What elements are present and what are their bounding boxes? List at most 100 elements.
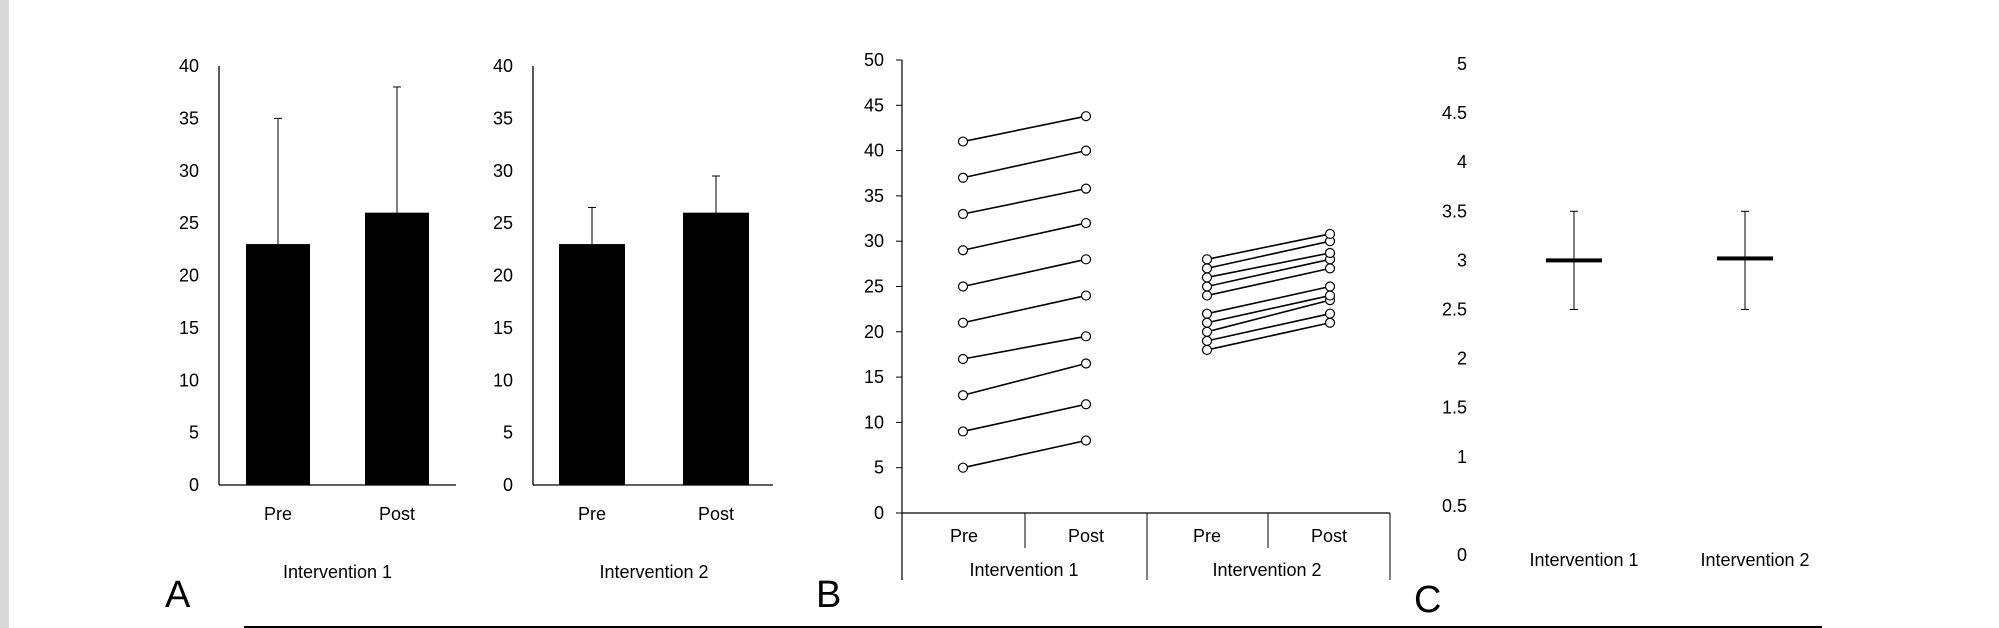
paired-line bbox=[962, 258, 1087, 288]
data-point-pre bbox=[957, 172, 969, 183]
x-category-label: Post bbox=[1311, 526, 1347, 546]
paired-line bbox=[1206, 299, 1331, 333]
x-category-label: Pre bbox=[950, 526, 978, 546]
paired-line bbox=[962, 222, 1087, 252]
chart-a-intervention-1: 0 5 10 15 20 25 30 35 40 Pre Post Intervention 1 bbox=[179, 56, 456, 582]
paired-line bbox=[1206, 285, 1331, 315]
data-point-pre bbox=[957, 353, 969, 365]
y-tick-label: 0 bbox=[874, 503, 884, 523]
y-tick-label: 25 bbox=[179, 213, 199, 233]
bar-pre bbox=[559, 244, 625, 485]
data-point-pre bbox=[957, 281, 969, 292]
y-tick-label: 5 bbox=[874, 458, 884, 478]
paired-line bbox=[1206, 267, 1331, 297]
data-point-post bbox=[1324, 308, 1336, 319]
paired-line bbox=[962, 115, 1087, 143]
x-axis-title: Intervention 1 bbox=[283, 562, 392, 582]
data-point-post bbox=[1324, 228, 1336, 240]
paired-line bbox=[962, 187, 1087, 215]
y-tick-label: 0.5 bbox=[1442, 496, 1467, 516]
y-tick-label: 5 bbox=[503, 423, 513, 443]
y-tick-label: 3 bbox=[1457, 250, 1467, 270]
y-tick-label: 20 bbox=[179, 266, 199, 286]
data-point-pre bbox=[1201, 308, 1213, 319]
paired-line bbox=[1206, 321, 1331, 351]
chart-c-mean-range: 0 0.5 1 1.5 2 2.5 3 3.5 4 4.5 5 Intervention 1 Inter… bbox=[1442, 54, 1810, 570]
data-point-post bbox=[1080, 331, 1092, 342]
data-point-pre bbox=[1201, 272, 1213, 283]
y-tick-label: 45 bbox=[864, 95, 884, 115]
x-axis-title: Intervention 2 bbox=[599, 562, 708, 582]
x-category-label: Pre bbox=[578, 504, 606, 524]
y-tick-label: 25 bbox=[493, 213, 513, 233]
y-tick-label: 15 bbox=[864, 367, 884, 387]
chart-b-paired-lines: 0 5 10 15 20 25 30 35 40 45 50 Pre Post Intervention … bbox=[864, 50, 1391, 580]
data-point-pre bbox=[957, 245, 969, 256]
data-point-pre bbox=[957, 317, 969, 328]
mean-marker bbox=[1717, 256, 1773, 261]
y-tick-label: 40 bbox=[179, 56, 199, 76]
data-point-pre bbox=[1201, 335, 1213, 346]
bar-pre bbox=[246, 244, 310, 485]
paired-line bbox=[1206, 233, 1331, 261]
data-point-pre bbox=[1201, 290, 1213, 301]
data-point-pre bbox=[957, 208, 969, 220]
data-point-pre bbox=[1201, 344, 1213, 356]
y-tick-label: 2 bbox=[1457, 349, 1467, 369]
data-point-post bbox=[1324, 281, 1336, 292]
x-category-label: Post bbox=[379, 504, 415, 524]
data-point-post bbox=[1324, 317, 1336, 328]
mean-marker bbox=[1546, 258, 1602, 263]
x-category-label: Pre bbox=[264, 504, 292, 524]
panel-label-b: B bbox=[816, 574, 841, 616]
data-point-pre bbox=[957, 390, 969, 401]
y-tick-label: 2.5 bbox=[1442, 300, 1467, 320]
y-tick-label: 0 bbox=[503, 475, 513, 495]
data-point-pre bbox=[1201, 281, 1213, 292]
y-tick-label: 25 bbox=[864, 277, 884, 297]
y-tick-label: 20 bbox=[864, 322, 884, 342]
paired-line bbox=[962, 294, 1087, 324]
data-point-post bbox=[1324, 290, 1336, 301]
x-category-label: Intervention 1 bbox=[1529, 550, 1638, 570]
data-point-pre bbox=[1201, 263, 1213, 274]
paired-line bbox=[1206, 312, 1331, 342]
x-category-label: Pre bbox=[1193, 526, 1221, 546]
y-tick-label: 10 bbox=[493, 370, 513, 390]
y-tick-label: 15 bbox=[179, 318, 199, 338]
y-tick-label: 50 bbox=[864, 50, 884, 70]
paired-line bbox=[1206, 258, 1331, 288]
data-point-pre bbox=[1201, 317, 1213, 328]
y-tick-label: 5 bbox=[1457, 54, 1467, 74]
paired-line bbox=[1206, 252, 1331, 279]
data-point-post bbox=[1324, 263, 1336, 274]
data-point-pre bbox=[1201, 254, 1213, 265]
y-tick-label: 35 bbox=[179, 108, 199, 128]
y-tick-label: 5 bbox=[189, 423, 199, 443]
group-label: Intervention 2 bbox=[1212, 560, 1321, 580]
data-point-post bbox=[1080, 111, 1092, 122]
y-tick-label: 40 bbox=[864, 141, 884, 161]
paired-line bbox=[1206, 240, 1331, 270]
data-point-post bbox=[1080, 217, 1092, 229]
x-category-label: Post bbox=[698, 504, 734, 524]
chart-a-intervention-2: 0 5 10 15 20 25 30 35 40 Pre Post Intervention 2 bbox=[493, 56, 773, 582]
paired-line bbox=[962, 149, 1087, 179]
x-category-label: Post bbox=[1068, 526, 1104, 546]
y-tick-label: 0 bbox=[189, 475, 199, 495]
y-tick-label: 40 bbox=[493, 56, 513, 76]
group-label: Intervention 1 bbox=[969, 560, 1078, 580]
panel-label-c: C bbox=[1414, 579, 1441, 621]
bar-post bbox=[365, 212, 429, 485]
x-category-label: Intervention 2 bbox=[1700, 550, 1809, 570]
y-tick-label: 3.5 bbox=[1442, 201, 1467, 221]
paired-line bbox=[962, 439, 1087, 469]
data-point-post bbox=[1080, 435, 1092, 446]
data-point-pre bbox=[957, 136, 969, 147]
left-edge-strip bbox=[0, 0, 9, 628]
y-tick-label: 10 bbox=[179, 370, 199, 390]
panel-label-a: A bbox=[165, 574, 191, 616]
data-point-pre bbox=[1201, 326, 1213, 337]
data-point-post bbox=[1080, 145, 1092, 156]
